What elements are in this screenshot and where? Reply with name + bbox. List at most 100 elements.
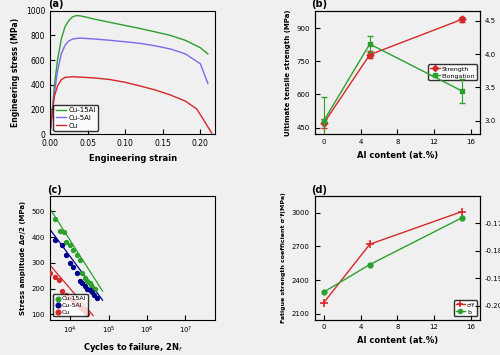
Cu — [73, 301, 81, 307]
Cu-5Al — [152, 44, 158, 48]
Cu-15Al — [54, 58, 60, 62]
Line: Cu-5Al: Cu-5Al — [50, 38, 208, 134]
Text: (a): (a) — [48, 0, 64, 10]
Cu-15Al — [88, 284, 96, 290]
Cu-5Al — [92, 37, 98, 41]
Cu-15Al — [137, 26, 143, 31]
Cu — [194, 107, 200, 111]
Cu — [152, 88, 158, 92]
Strength — [321, 121, 327, 125]
Cu — [77, 75, 83, 79]
Line: Cu: Cu — [50, 77, 211, 134]
Cu-5Al — [93, 295, 101, 300]
Cu-5Al — [69, 264, 77, 269]
Cu-15Al — [73, 252, 81, 258]
Cu-5Al — [107, 38, 113, 43]
Cu-15Al — [66, 242, 74, 248]
Strength — [366, 53, 372, 57]
σ'f — [458, 209, 464, 214]
Cu — [69, 297, 77, 303]
Cu-15Al — [87, 282, 95, 288]
Cu-5Al — [47, 132, 53, 136]
Cu-15Al — [66, 18, 72, 23]
Cu-5Al — [54, 69, 60, 73]
Y-axis label: Stress amplitude Δσ/2 (MPa): Stress amplitude Δσ/2 (MPa) — [20, 201, 26, 315]
Elongation — [321, 119, 327, 123]
Cu-15Al — [84, 278, 92, 284]
Cu — [122, 80, 128, 84]
Cu-5Al — [74, 36, 80, 40]
Cu-15Al — [198, 45, 203, 50]
Cu-15Al — [168, 33, 173, 38]
Cu — [62, 75, 68, 80]
Legend: Cu-15Al, Cu-5Al, Cu: Cu-15Al, Cu-5Al, Cu — [54, 105, 98, 131]
Cu-15Al — [60, 229, 68, 235]
Cu-5Al — [76, 278, 84, 284]
Cu — [58, 78, 64, 82]
b — [366, 262, 372, 267]
Cu-15Al — [56, 228, 64, 234]
Y-axis label: Engineering stress (MPa): Engineering stress (MPa) — [11, 18, 20, 127]
Cu-15Al — [91, 286, 99, 291]
Cu-5Al — [82, 283, 90, 289]
Cu-15Al — [76, 257, 84, 263]
σ'f — [366, 242, 372, 246]
Text: (d): (d) — [312, 185, 328, 195]
σ'f — [321, 301, 327, 305]
Cu-15Al — [205, 52, 211, 56]
Y-axis label: Fatigue strength coefficient σ'f(MPa): Fatigue strength coefficient σ'f(MPa) — [281, 192, 286, 323]
Cu-15Al — [62, 240, 70, 245]
Cu-5Al — [58, 242, 66, 248]
Cu-5Al — [88, 290, 96, 295]
Cu-5Al — [137, 41, 143, 45]
Cu-5Al — [58, 52, 64, 56]
Cu-15Al — [70, 15, 75, 19]
Cu-15Al — [69, 247, 77, 253]
Line: σ'f: σ'f — [320, 208, 466, 307]
Cu-5Al — [66, 260, 74, 266]
Cu-5Al — [182, 52, 188, 56]
Cu — [80, 306, 88, 312]
Cu-5Al — [84, 286, 92, 291]
Line: b: b — [322, 215, 464, 295]
Cu-5Al — [50, 110, 56, 114]
Cu-5Al — [205, 81, 211, 86]
Cu-5Al — [198, 62, 203, 66]
Legend: Strength, Elongation: Strength, Elongation — [428, 64, 477, 81]
Cu-15Al — [58, 37, 64, 41]
Cu-5Al — [70, 37, 75, 41]
Cu-15Al — [78, 271, 86, 276]
b — [458, 216, 464, 220]
Cu — [78, 305, 86, 311]
Cu — [62, 292, 70, 298]
Cu-5Al — [51, 237, 59, 242]
Cu-15Al — [82, 275, 90, 281]
Cu-15Al — [122, 23, 128, 28]
Cu — [201, 119, 207, 123]
Cu-5Al — [86, 287, 94, 293]
Cu-5Al — [62, 252, 70, 258]
Cu-15Al — [92, 17, 98, 21]
Cu — [137, 84, 143, 88]
Cu-5Al — [66, 39, 72, 43]
Cu — [66, 295, 74, 300]
Cu-15Al — [47, 132, 53, 136]
Cu — [54, 84, 60, 88]
Cu-5Al — [90, 292, 98, 298]
X-axis label: Al content (at.%): Al content (at.%) — [356, 151, 438, 160]
Cu — [82, 308, 90, 314]
Cu — [58, 288, 66, 294]
Legend: Cu-15Al, Cu-5Al, Cu: Cu-15Al, Cu-5Al, Cu — [53, 294, 88, 316]
Cu — [46, 271, 54, 276]
Cu-5Al — [168, 47, 173, 51]
Cu-5Al — [73, 271, 81, 276]
Text: (c): (c) — [46, 185, 62, 195]
Cu-15Al — [62, 24, 68, 29]
Cu — [54, 277, 62, 283]
Cu-15Al — [84, 15, 90, 20]
X-axis label: Cycles to failure, 2N$_f$: Cycles to failure, 2N$_f$ — [82, 341, 183, 354]
Line: Strength: Strength — [322, 17, 464, 126]
Cu — [107, 77, 113, 82]
Legend: σ'f, b: σ'f, b — [454, 300, 477, 316]
Cu-15Al — [51, 216, 59, 222]
